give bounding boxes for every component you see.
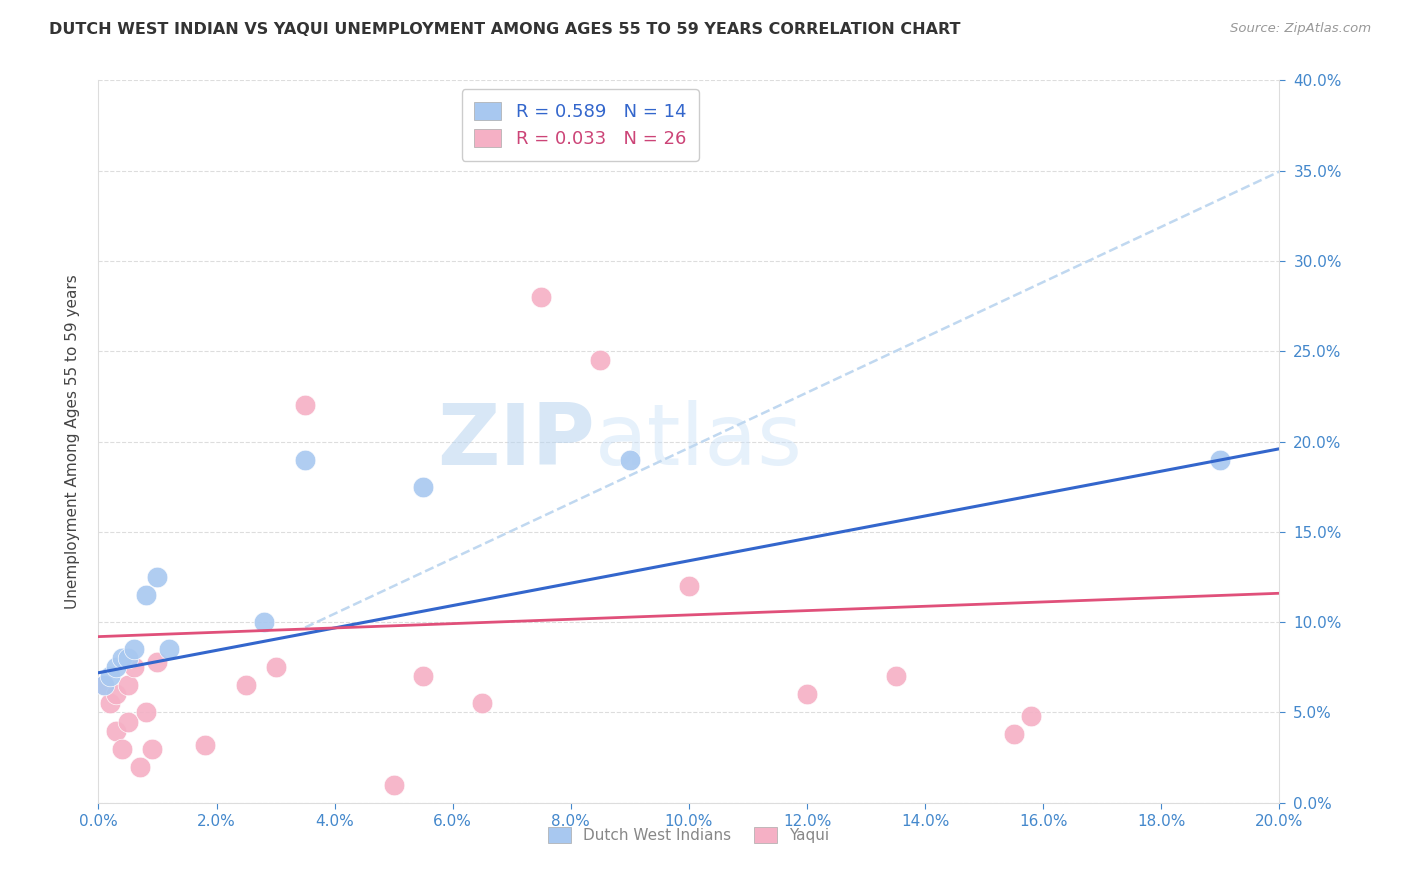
Point <box>122 660 145 674</box>
Point <box>235 678 257 692</box>
Text: atlas: atlas <box>595 400 803 483</box>
Point <box>294 398 316 412</box>
Point <box>471 697 494 711</box>
Point <box>294 452 316 467</box>
Point <box>382 778 405 792</box>
Point <box>141 741 163 756</box>
Text: ZIP: ZIP <box>437 400 595 483</box>
Point <box>412 669 434 683</box>
Point <box>530 290 553 304</box>
Point <box>135 706 157 720</box>
Point <box>105 687 128 701</box>
Text: Source: ZipAtlas.com: Source: ZipAtlas.com <box>1230 22 1371 36</box>
Point <box>1021 709 1043 723</box>
Point <box>128 760 150 774</box>
Point <box>412 480 434 494</box>
Point <box>117 651 139 665</box>
Point <box>796 687 818 701</box>
Point <box>98 697 121 711</box>
Point <box>117 678 139 692</box>
Point <box>1209 452 1232 467</box>
Point <box>122 642 145 657</box>
Point <box>264 660 287 674</box>
Point <box>589 353 612 368</box>
Point <box>117 714 139 729</box>
Point <box>884 669 907 683</box>
Y-axis label: Unemployment Among Ages 55 to 59 years: Unemployment Among Ages 55 to 59 years <box>65 274 80 609</box>
Point <box>157 642 180 657</box>
Point <box>678 579 700 593</box>
Point <box>253 615 276 630</box>
Point <box>105 723 128 738</box>
Point <box>111 651 134 665</box>
Legend: Dutch West Indians, Yaqui: Dutch West Indians, Yaqui <box>543 822 835 849</box>
Text: DUTCH WEST INDIAN VS YAQUI UNEMPLOYMENT AMONG AGES 55 TO 59 YEARS CORRELATION CH: DUTCH WEST INDIAN VS YAQUI UNEMPLOYMENT … <box>49 22 960 37</box>
Point <box>1002 727 1025 741</box>
Point <box>135 588 157 602</box>
Point <box>111 741 134 756</box>
Point <box>146 655 169 669</box>
Point <box>146 570 169 584</box>
Point <box>105 660 128 674</box>
Point <box>93 678 115 692</box>
Point <box>194 738 217 752</box>
Point <box>93 678 115 692</box>
Point <box>98 669 121 683</box>
Point <box>619 452 641 467</box>
